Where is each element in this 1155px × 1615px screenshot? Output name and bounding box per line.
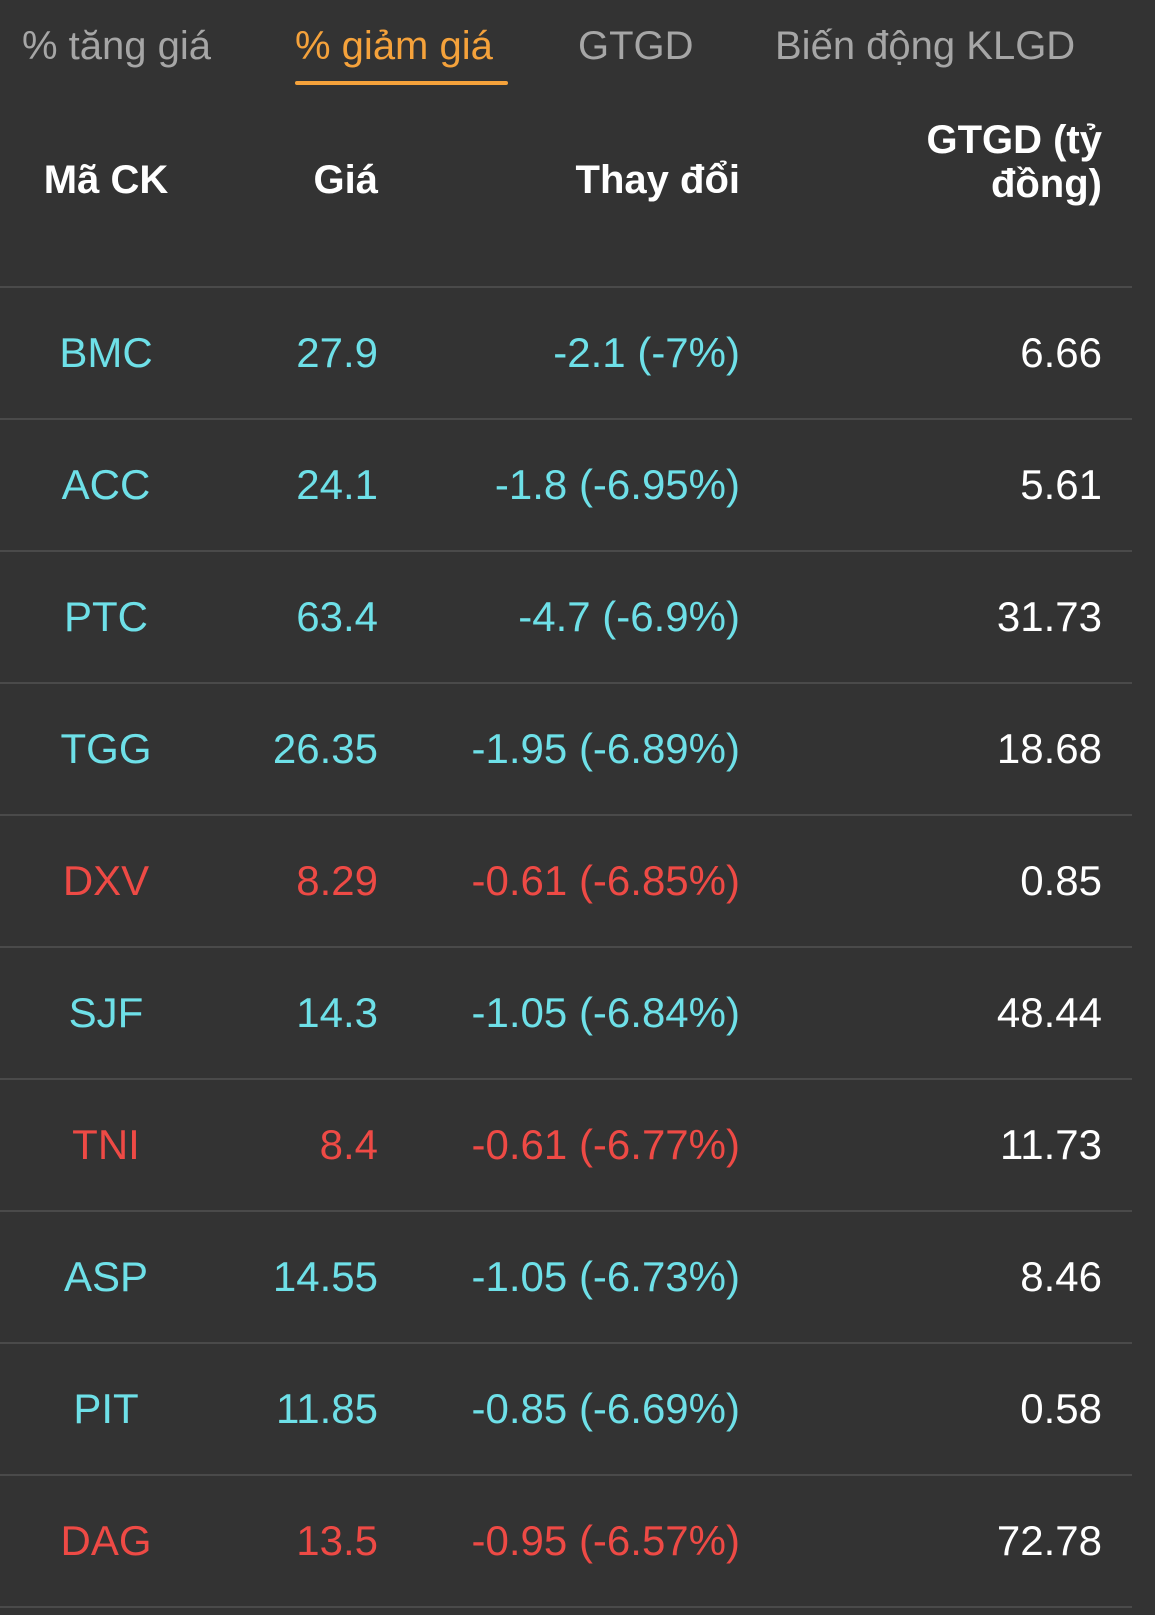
stock-price: 8.4 <box>319 1121 378 1168</box>
stock-symbol[interactable]: BMC <box>59 329 153 376</box>
stock-symbol[interactable]: PTC <box>64 593 148 640</box>
stock-price: 26.35 <box>272 725 378 772</box>
tab-top-gainers[interactable]: % tăng giá <box>22 24 212 68</box>
stock-change: -2.1 (-7%) <box>553 329 740 376</box>
stock-price: 24.1 <box>296 461 378 508</box>
stock-change: -0.61 (-6.85%) <box>471 857 740 904</box>
table-row[interactable]: TGG 26.35 -1.95 (-6.89%) 18.68 <box>0 684 1132 816</box>
stock-change: -0.85 (-6.69%) <box>471 1385 740 1432</box>
stock-change: -0.95 (-6.57%) <box>471 1517 740 1564</box>
stock-price: 63.4 <box>296 593 378 640</box>
header-value-line2: đồng) <box>990 162 1102 206</box>
table-row[interactable]: PTC 63.4 -4.7 (-6.9%) 31.73 <box>0 552 1132 684</box>
stock-price: 14.3 <box>296 989 378 1036</box>
stock-trading-value: 48.44 <box>996 989 1102 1036</box>
stock-price: 13.5 <box>296 1517 378 1564</box>
stock-symbol[interactable]: ACC <box>61 461 151 508</box>
stock-price: 8.29 <box>296 857 378 904</box>
stock-trading-value: 0.58 <box>1020 1385 1102 1432</box>
stock-change: -4.7 (-6.9%) <box>518 593 740 640</box>
header-value: GTGD (tỷ đồng) <box>800 118 1102 206</box>
tab-trading-value[interactable]: GTGD <box>578 24 694 68</box>
table-row[interactable]: SJF 14.3 -1.05 (-6.84%) 48.44 <box>0 948 1132 1080</box>
table-row[interactable]: DXV 8.29 -0.61 (-6.85%) 0.85 <box>0 816 1132 948</box>
header-change: Thay đổi <box>575 158 740 202</box>
stock-change: -1.8 (-6.95%) <box>494 461 740 508</box>
stock-trading-value: 6.66 <box>1020 329 1102 376</box>
stock-trading-value: 31.73 <box>996 593 1102 640</box>
stock-symbol[interactable]: SJF <box>68 989 144 1036</box>
table-row[interactable]: ASP 14.55 -1.05 (-6.73%) 8.46 <box>0 1212 1132 1344</box>
stock-change: -0.61 (-6.77%) <box>471 1121 740 1168</box>
stock-trading-value: 5.61 <box>1020 461 1102 508</box>
stock-trading-value: 18.68 <box>996 725 1102 772</box>
stock-symbol[interactable]: DAG <box>60 1517 152 1564</box>
table-row[interactable]: ACC 24.1 -1.8 (-6.95%) 5.61 <box>0 420 1132 552</box>
stock-change: -1.05 (-6.73%) <box>471 1253 740 1300</box>
stock-change: -1.95 (-6.89%) <box>471 725 740 772</box>
stock-price: 14.55 <box>272 1253 378 1300</box>
table-row[interactable]: PIT 11.85 -0.85 (-6.69%) 0.58 <box>0 1344 1132 1476</box>
stock-symbol[interactable]: TNI <box>72 1121 140 1168</box>
header-symbol: Mã CK <box>43 158 169 202</box>
table-row[interactable]: TNI 8.4 -0.61 (-6.77%) 11.73 <box>0 1080 1132 1212</box>
stock-trading-value: 72.78 <box>996 1517 1102 1564</box>
stock-price: 11.85 <box>276 1385 378 1432</box>
stock-price: 27.9 <box>296 329 378 376</box>
stock-symbol[interactable]: ASP <box>63 1253 149 1300</box>
tab-top-losers[interactable]: % giảm giá <box>295 24 493 68</box>
stock-symbol[interactable]: DXV <box>62 857 150 904</box>
tab-bar: % tăng giá % giảm giá GTGD Biến động KLG… <box>0 0 1132 92</box>
stock-change: -1.05 (-6.84%) <box>471 989 740 1036</box>
stock-symbol[interactable]: PIT <box>73 1385 139 1432</box>
table-row[interactable]: BMC 27.9 -2.1 (-7%) 6.66 <box>0 288 1132 420</box>
stock-table: BMC 27.9 -2.1 (-7%) 6.66 ACC 24.1 -1.8 (-6.95%… <box>0 288 1132 1608</box>
table-row[interactable]: DAG 13.5 -0.95 (-6.57%) 72.78 <box>0 1476 1132 1608</box>
stock-trading-value: 11.73 <box>1000 1121 1102 1168</box>
table-header: Mã CK Giá Thay đổi GTGD (tỷ đồng) <box>0 92 1132 288</box>
stock-trading-value: 0.85 <box>1020 857 1102 904</box>
tab-volume-change[interactable]: Biến động KLGD <box>775 24 1076 68</box>
header-price: Giá <box>313 158 378 202</box>
header-value-line1: GTGD (tỷ <box>926 118 1102 162</box>
active-tab-indicator <box>295 81 508 85</box>
stock-symbol[interactable]: TGG <box>60 725 152 772</box>
stock-trading-value: 8.46 <box>1020 1253 1102 1300</box>
